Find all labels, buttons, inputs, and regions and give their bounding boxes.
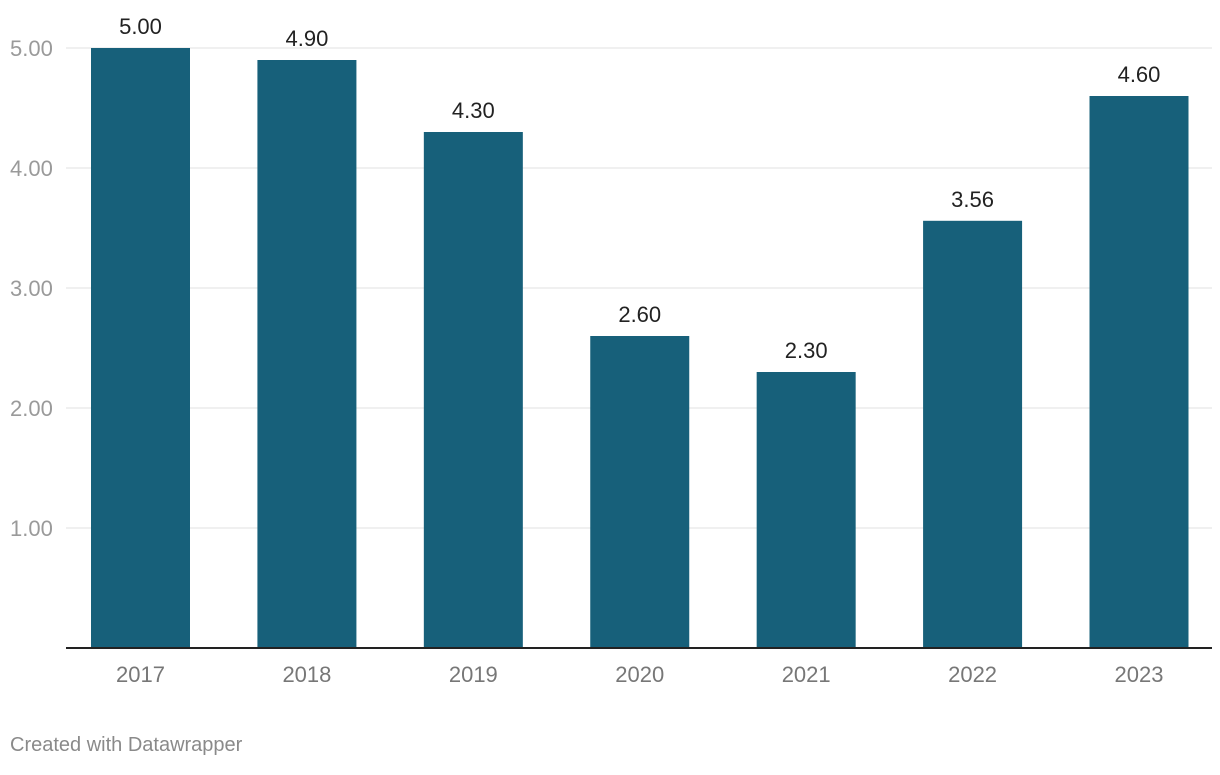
bar (590, 336, 690, 648)
bar (91, 48, 190, 648)
x-axis-tick-labels: 2017 2018 2019 2020 2021 2022 2023 (116, 662, 1163, 687)
bar (257, 60, 357, 648)
x-tick-label: 2020 (615, 662, 664, 687)
y-tick-label: 5.00 (10, 36, 53, 61)
value-label: 4.30 (452, 98, 495, 123)
value-labels: 5.00 4.90 4.30 2.60 2.30 3.56 4.60 (119, 14, 1160, 363)
x-tick-label: 2019 (449, 662, 498, 687)
bar (423, 132, 523, 648)
value-label: 3.56 (951, 187, 994, 212)
x-tick-label: 2022 (948, 662, 997, 687)
y-tick-label: 4.00 (10, 156, 53, 181)
y-tick-label: 2.00 (10, 396, 53, 421)
y-axis-tick-labels: 1.00 2.00 3.00 4.00 5.00 (10, 36, 53, 541)
y-tick-label: 3.00 (10, 276, 53, 301)
value-label: 2.60 (618, 302, 661, 327)
x-tick-label: 2023 (1115, 662, 1164, 687)
value-label: 2.30 (785, 338, 828, 363)
value-label: 4.60 (1118, 62, 1161, 87)
value-label: 4.90 (286, 26, 329, 51)
bar (1089, 96, 1189, 648)
bars (91, 48, 1189, 649)
y-tick-label: 1.00 (10, 516, 53, 541)
value-label: 5.00 (119, 14, 162, 39)
x-tick-label: 2021 (782, 662, 831, 687)
bar (756, 372, 856, 648)
x-tick-label: 2017 (116, 662, 165, 687)
x-tick-label: 2018 (282, 662, 331, 687)
bar (923, 220, 1023, 649)
credit-text: Created with Datawrapper (10, 734, 243, 756)
